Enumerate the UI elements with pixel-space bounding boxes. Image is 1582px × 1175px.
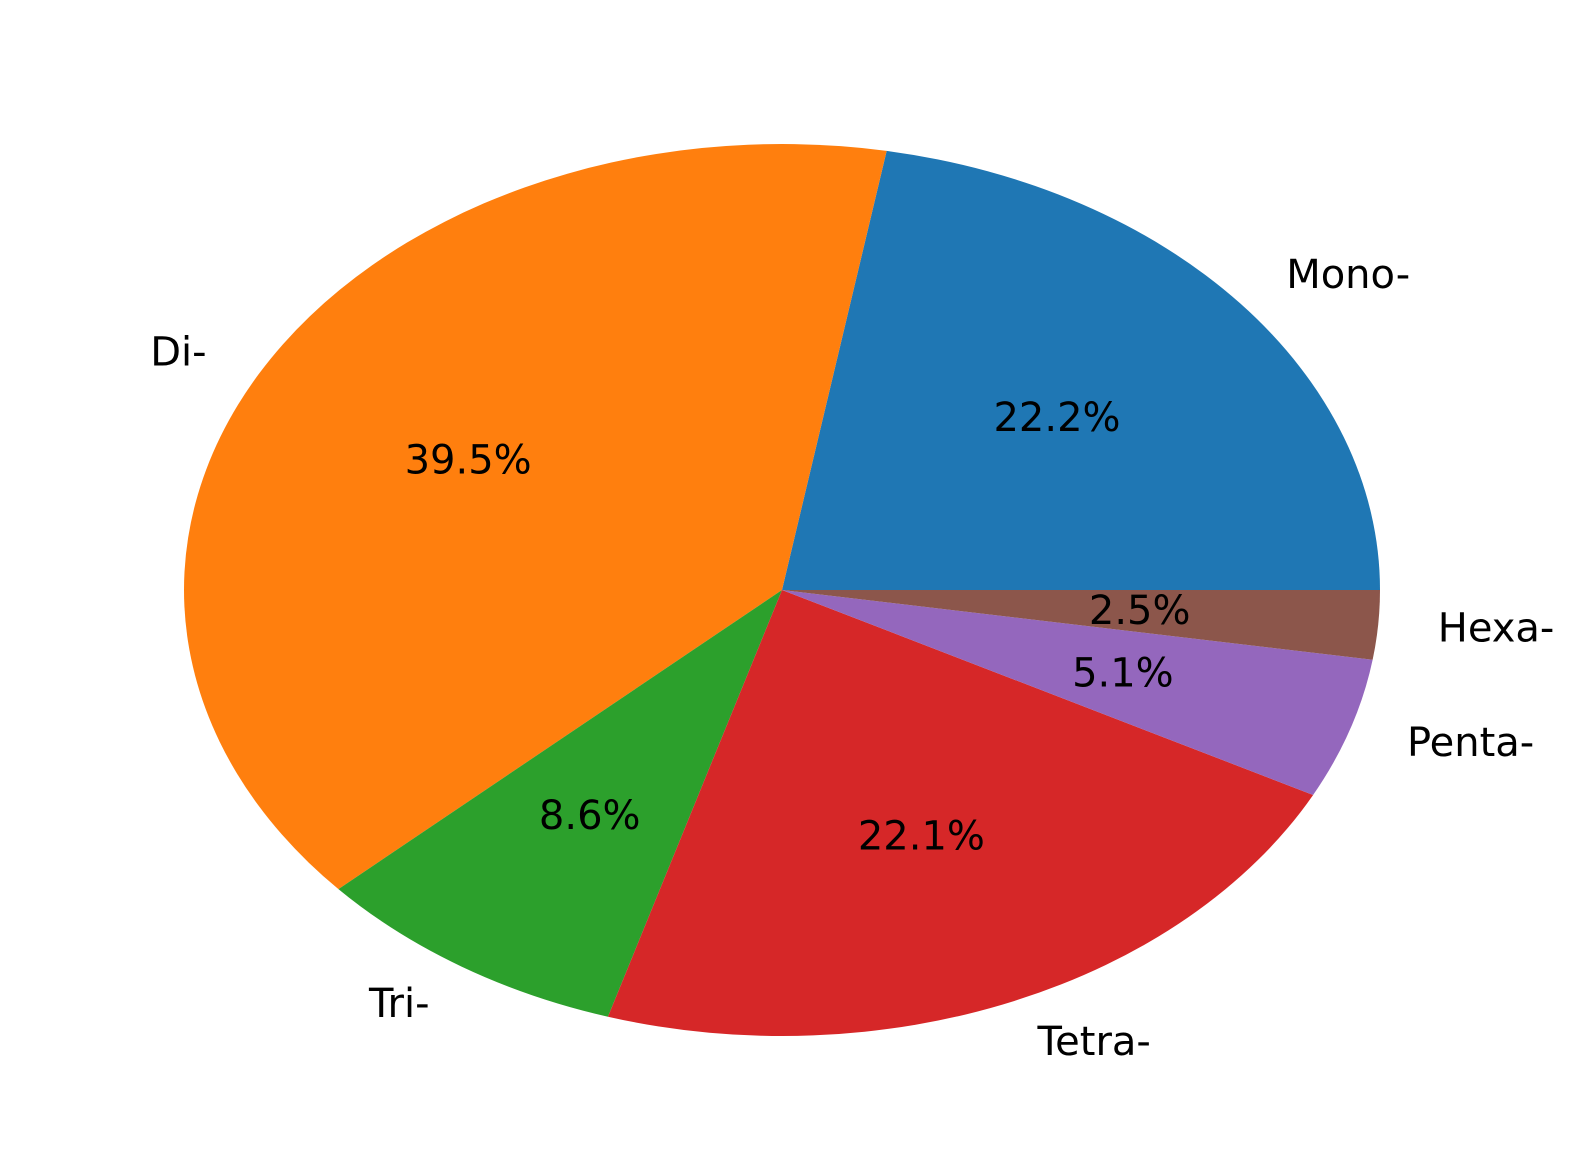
category-labels: Mono- Di- Tri- Tetra- Penta- Hexa- xyxy=(150,252,1554,1065)
category-label-tetra: Tetra- xyxy=(1037,1019,1151,1065)
pie-slice-di xyxy=(183,143,887,890)
percent-labels: 22.2% 39.5% 8.6% 22.1% 5.1% 2.5% xyxy=(405,395,1191,859)
category-label-hexa: Hexa- xyxy=(1438,605,1555,651)
category-label-penta: Penta- xyxy=(1407,720,1534,766)
percent-label-tetra: 22.1% xyxy=(858,814,985,860)
pie-slice-mono xyxy=(782,150,1380,590)
pie-slice-tri xyxy=(338,590,782,1017)
pie-slice-hexa xyxy=(782,590,1380,660)
percent-label-penta: 5.1% xyxy=(1072,650,1174,696)
pie-slices xyxy=(183,143,1380,1036)
percent-label-di: 39.5% xyxy=(405,437,532,483)
percent-label-tri: 8.6% xyxy=(539,793,641,839)
pie-slice-penta xyxy=(782,590,1373,795)
category-label-tri: Tri- xyxy=(368,981,430,1027)
category-label-mono: Mono- xyxy=(1286,252,1410,298)
percent-label-hexa: 2.5% xyxy=(1089,588,1191,634)
percent-label-mono: 22.2% xyxy=(993,395,1120,441)
category-label-di: Di- xyxy=(150,329,206,375)
pie-slice-tetra xyxy=(607,590,1314,1036)
